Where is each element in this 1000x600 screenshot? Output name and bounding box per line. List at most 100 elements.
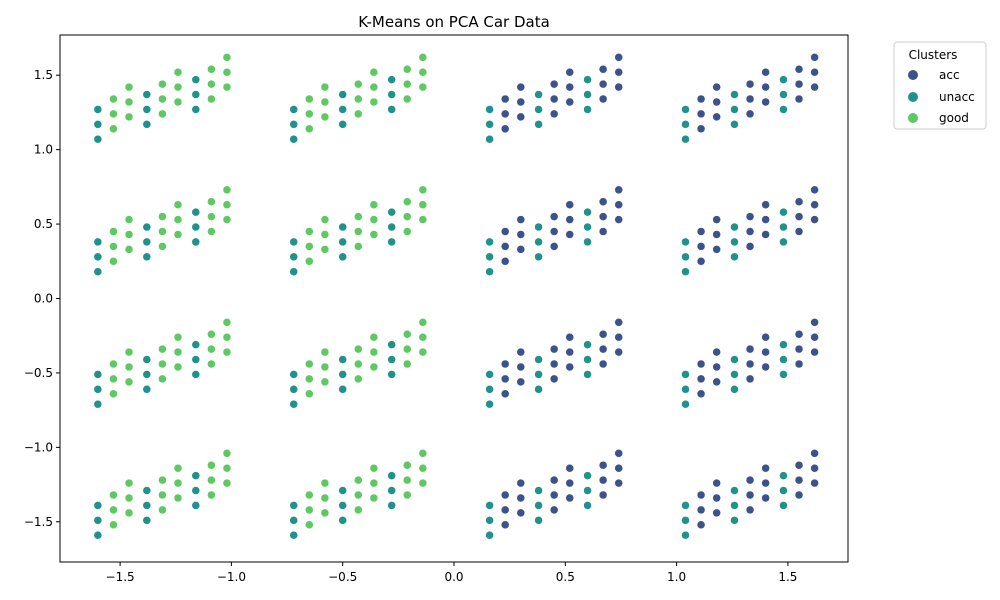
legend-label-good: good bbox=[939, 111, 969, 125]
point-unacc-112 bbox=[142, 501, 152, 510]
point-unacc-99 bbox=[681, 399, 690, 409]
legend: Clusters acc unacc good bbox=[893, 41, 987, 130]
point-good-108 bbox=[109, 520, 118, 530]
point-good-12 bbox=[207, 94, 216, 104]
point-unacc-46 bbox=[289, 252, 298, 262]
point-acc-33 bbox=[810, 82, 819, 92]
point-acc-61 bbox=[745, 227, 755, 236]
point-acc-141 bbox=[810, 478, 819, 488]
point-good-49 bbox=[207, 212, 216, 221]
point-good-28 bbox=[369, 82, 379, 92]
point-acc-114 bbox=[549, 505, 559, 515]
point-unacc-75 bbox=[142, 385, 152, 394]
point-unacc-90 bbox=[485, 399, 494, 409]
point-acc-102 bbox=[794, 359, 804, 369]
point-acc-78 bbox=[549, 374, 559, 384]
point-unacc-104 bbox=[730, 355, 739, 364]
point-acc-6 bbox=[549, 109, 559, 119]
point-unacc-19 bbox=[485, 120, 494, 129]
point-good-13 bbox=[207, 79, 216, 89]
point-acc-50 bbox=[598, 197, 608, 206]
point-unacc-27 bbox=[681, 134, 690, 144]
point-acc-25 bbox=[745, 94, 755, 104]
point-unacc-48 bbox=[338, 252, 347, 262]
point-good-57 bbox=[320, 245, 330, 254]
point-unacc-97 bbox=[583, 355, 592, 364]
point-unacc-89 bbox=[387, 340, 396, 349]
point-acc-87 bbox=[614, 347, 623, 357]
point-acc-37 bbox=[500, 242, 510, 251]
point-good-96 bbox=[354, 374, 363, 384]
point-unacc-106 bbox=[779, 355, 788, 364]
point-acc-123 bbox=[614, 478, 623, 488]
point-acc-21 bbox=[712, 112, 721, 122]
point-acc-77 bbox=[516, 347, 526, 357]
point-good-120 bbox=[207, 490, 216, 500]
legend-marker-acc bbox=[908, 70, 918, 80]
point-unacc-95 bbox=[534, 355, 543, 364]
point-acc-142 bbox=[810, 463, 819, 473]
point-good-50 bbox=[207, 197, 216, 206]
point-acc-63 bbox=[761, 230, 770, 239]
point-good-48 bbox=[207, 227, 216, 236]
point-good-118 bbox=[173, 478, 183, 488]
point-unacc-10 bbox=[289, 120, 298, 129]
point-good-87 bbox=[222, 347, 232, 357]
point-acc-138 bbox=[794, 490, 804, 500]
point-unacc-15 bbox=[387, 105, 396, 114]
point-unacc-141 bbox=[779, 501, 788, 510]
point-acc-2 bbox=[500, 94, 510, 104]
point-unacc-68 bbox=[730, 222, 739, 232]
point-good-77 bbox=[124, 347, 134, 357]
point-good-3 bbox=[124, 112, 134, 122]
x-tick-label: −0.5 bbox=[328, 570, 357, 584]
point-acc-32 bbox=[794, 64, 804, 74]
point-unacc-57 bbox=[534, 252, 543, 262]
point-good-19 bbox=[305, 109, 314, 119]
point-good-66 bbox=[403, 227, 412, 236]
point-acc-84 bbox=[598, 359, 608, 369]
point-good-119 bbox=[173, 463, 183, 473]
x-tick-label: −1.0 bbox=[217, 570, 246, 584]
point-acc-106 bbox=[810, 332, 819, 342]
y-tick-label: 1.5 bbox=[34, 68, 53, 82]
point-unacc-91 bbox=[485, 385, 494, 394]
point-good-93 bbox=[320, 377, 330, 387]
point-acc-118 bbox=[565, 478, 574, 488]
point-acc-23 bbox=[712, 82, 721, 92]
point-acc-75 bbox=[516, 377, 526, 387]
point-good-5 bbox=[124, 82, 134, 92]
point-unacc-142 bbox=[779, 486, 788, 495]
point-good-78 bbox=[158, 374, 167, 384]
point-good-91 bbox=[305, 374, 314, 384]
point-unacc-77 bbox=[142, 355, 152, 364]
point-unacc-35 bbox=[779, 75, 788, 84]
point-acc-73 bbox=[500, 374, 510, 384]
point-acc-122 bbox=[598, 460, 608, 470]
point-unacc-84 bbox=[338, 385, 347, 394]
point-acc-39 bbox=[516, 245, 526, 254]
point-good-98 bbox=[354, 344, 363, 354]
point-unacc-114 bbox=[191, 501, 201, 510]
point-good-123 bbox=[222, 478, 232, 488]
point-acc-124 bbox=[614, 463, 623, 473]
point-unacc-72 bbox=[93, 399, 103, 409]
point-unacc-110 bbox=[93, 501, 103, 510]
point-good-51 bbox=[222, 215, 232, 224]
point-good-133 bbox=[354, 490, 363, 500]
point-good-22 bbox=[320, 97, 330, 107]
point-acc-99 bbox=[761, 362, 770, 372]
point-unacc-76 bbox=[142, 370, 152, 379]
point-unacc-32 bbox=[730, 90, 739, 99]
point-good-54 bbox=[305, 257, 314, 266]
point-acc-0 bbox=[500, 124, 510, 134]
point-acc-58 bbox=[712, 230, 721, 239]
point-good-8 bbox=[158, 79, 167, 89]
point-acc-22 bbox=[712, 97, 721, 107]
point-unacc-108 bbox=[93, 530, 103, 540]
point-unacc-132 bbox=[583, 501, 592, 510]
point-acc-9 bbox=[565, 97, 574, 107]
point-good-46 bbox=[173, 215, 183, 224]
point-unacc-124 bbox=[387, 486, 396, 495]
point-acc-115 bbox=[549, 490, 559, 500]
